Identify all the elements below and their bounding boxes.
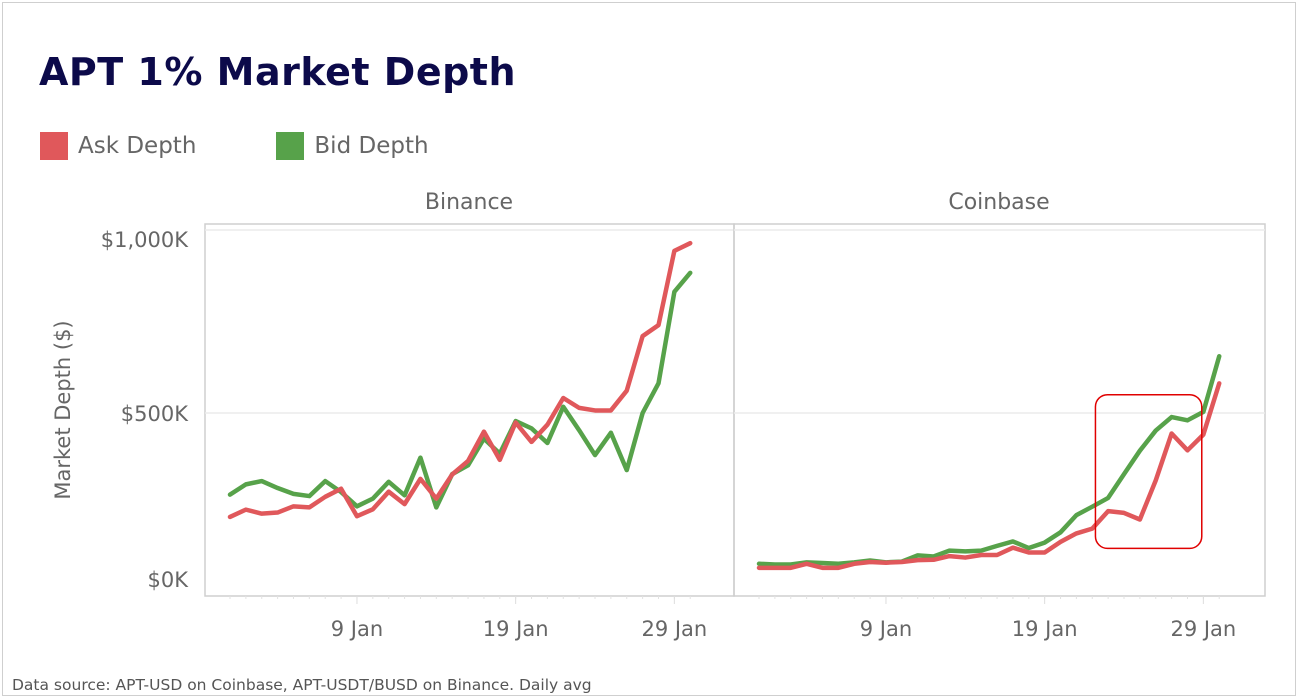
- x-tick-label: 29 Jan: [1170, 617, 1236, 641]
- series-line-ask-depth: [227, 240, 693, 520]
- ask-swatch: [40, 132, 68, 160]
- bid-swatch: [276, 132, 305, 160]
- x-tick-label: 29 Jan: [641, 617, 707, 641]
- x-tick-label: 19 Jan: [483, 617, 549, 641]
- panel-title-binance: Binance: [425, 190, 513, 215]
- series-line-bid-depth: [756, 354, 1222, 567]
- panel-title-coinbase: Coinbase: [948, 190, 1049, 215]
- y-tick-label: $500K: [121, 402, 189, 426]
- x-tick-label: 9 Jan: [331, 617, 383, 641]
- series-line-bid-depth: [227, 270, 693, 510]
- panel-frame: [733, 223, 1266, 597]
- y-tick-label: $1,000K: [101, 228, 189, 252]
- y-tick-label: $0K: [148, 568, 190, 592]
- legend-label-bid: Bid Depth: [314, 133, 429, 159]
- y-axis-label: Market Depth ($): [51, 320, 75, 499]
- data-source-note: Data source: APT-USD on Coinbase, APT-US…: [12, 676, 592, 694]
- legend: Ask Depth Bid Depth: [40, 132, 429, 160]
- legend-item-bid[interactable]: Bid Depth: [276, 132, 429, 160]
- x-tick-label: 19 Jan: [1012, 617, 1078, 641]
- series-line-ask-depth: [756, 381, 1222, 571]
- panel-frame: [204, 223, 735, 597]
- legend-label-ask: Ask Depth: [78, 133, 197, 159]
- legend-item-ask[interactable]: Ask Depth: [40, 132, 196, 160]
- highlight-box: [1094, 393, 1203, 550]
- chart-title: APT 1% Market Depth: [39, 50, 517, 94]
- x-tick-label: 9 Jan: [860, 617, 912, 641]
